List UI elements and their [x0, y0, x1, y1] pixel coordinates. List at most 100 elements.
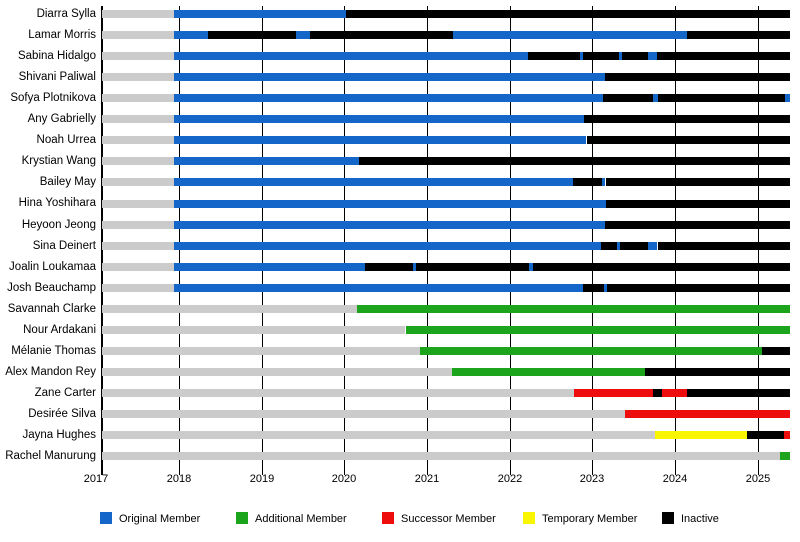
member-label: Jayna Hughes — [22, 429, 96, 441]
segment-inactive — [607, 283, 790, 292]
segment-original — [453, 31, 688, 39]
year-label-2019: 2019 — [249, 473, 275, 485]
member-label: Diarra Sylla — [36, 8, 96, 20]
member-label: Lamar Morris — [28, 29, 96, 42]
segment-inactive — [346, 10, 790, 18]
segment-pre — [102, 304, 357, 313]
segment-inactive — [365, 262, 413, 271]
segment-inactive — [359, 157, 790, 166]
gridline-2019 — [262, 6, 263, 475]
legend-item-additional: Additional Member — [236, 512, 347, 526]
gridline-2020 — [344, 6, 345, 475]
segment-successor — [784, 431, 790, 439]
legend-swatch-additional — [236, 512, 248, 524]
legend-label: Original Member — [119, 513, 201, 525]
segment-original — [617, 241, 621, 250]
segment-original — [174, 10, 346, 18]
legend-item-original: Original Member — [100, 512, 200, 526]
member-label: Josh Beauchamp — [7, 281, 96, 294]
segment-original — [174, 136, 587, 145]
segment-additional — [779, 452, 790, 461]
segment-pre — [102, 388, 575, 397]
year-label-2018: 2018 — [166, 473, 192, 485]
segment-inactive — [657, 241, 790, 250]
segment-additional — [405, 325, 790, 334]
gridline-2021 — [427, 6, 428, 475]
segment-pre — [102, 452, 780, 461]
gridline-2025 — [758, 6, 759, 475]
segment-inactive — [583, 283, 604, 292]
segment-pre — [102, 178, 175, 187]
member-label: Sofya Plotnikova — [10, 92, 96, 105]
segment-original — [174, 157, 360, 166]
segment-pre — [102, 409, 626, 418]
legend-swatch-successor — [382, 512, 394, 524]
legend-item-inactive: Inactive — [662, 512, 719, 526]
segment-inactive — [573, 178, 603, 187]
member-label: Noah Urrea — [36, 134, 96, 147]
segment-original — [174, 94, 603, 103]
segment-pre — [102, 241, 175, 250]
year-label-2017: 2017 — [83, 473, 109, 485]
segment-inactive — [620, 241, 648, 250]
segment-successor — [661, 388, 688, 397]
member-label: Joalin Loukamaa — [9, 260, 96, 273]
segment-inactive — [532, 262, 790, 271]
member-label: Savannah Clarke — [7, 302, 96, 315]
segment-inactive — [584, 115, 790, 124]
segment-original — [618, 52, 622, 61]
year-label-2020: 2020 — [331, 473, 357, 485]
y-axis-line — [101, 6, 103, 475]
segment-original — [603, 283, 608, 292]
member-label: Heyoon Jeong — [21, 218, 96, 231]
segment-inactive — [605, 178, 790, 187]
segment-additional — [356, 304, 790, 313]
legend-label: Temporary Member — [542, 513, 638, 525]
legend-item-successor: Successor Member — [382, 512, 496, 526]
gridline-2024 — [675, 6, 676, 475]
member-label: Any Gabrielly — [27, 113, 96, 126]
segment-pre — [102, 431, 656, 439]
segment-inactive — [586, 136, 790, 145]
member-label: Shivani Paliwal — [18, 71, 96, 84]
segment-pre — [102, 157, 175, 166]
member-label: Hina Yoshihara — [18, 197, 96, 210]
segment-pre — [102, 220, 175, 229]
segment-pre — [102, 199, 175, 208]
segment-original — [174, 52, 528, 61]
segment-pre — [102, 10, 175, 18]
segment-inactive — [416, 262, 530, 271]
legend-label: Successor Member — [401, 513, 496, 525]
segment-successor — [625, 409, 790, 418]
segment-inactive — [687, 31, 790, 39]
segment-original — [174, 199, 607, 208]
segment-original — [784, 94, 790, 103]
segment-inactive — [208, 31, 297, 39]
segment-pre — [102, 262, 175, 271]
segment-original — [174, 31, 208, 39]
member-label: Mélanie Thomas — [11, 344, 96, 357]
segment-inactive — [761, 346, 790, 355]
segment-original — [174, 73, 605, 82]
year-label-2022: 2022 — [497, 473, 523, 485]
segment-original — [296, 31, 310, 39]
segment-pre — [102, 94, 175, 103]
segment-pre — [102, 73, 175, 82]
year-label-2021: 2021 — [414, 473, 440, 485]
segment-pre — [102, 31, 175, 39]
member-label: Bailey May — [39, 176, 96, 189]
year-label-2025: 2025 — [745, 473, 771, 485]
segment-inactive — [603, 94, 653, 103]
segment-inactive — [645, 367, 790, 376]
segment-inactive — [606, 199, 790, 208]
member-label: Alex Mandon Rey — [5, 365, 96, 378]
segment-original — [579, 52, 584, 61]
segment-original — [174, 283, 584, 292]
legend-label: Additional Member — [255, 513, 347, 525]
segment-pre — [102, 283, 175, 292]
member-label: Nour Ardakani — [23, 323, 96, 336]
segment-inactive — [657, 94, 785, 103]
segment-additional — [420, 346, 762, 355]
segment-pre — [102, 115, 175, 124]
